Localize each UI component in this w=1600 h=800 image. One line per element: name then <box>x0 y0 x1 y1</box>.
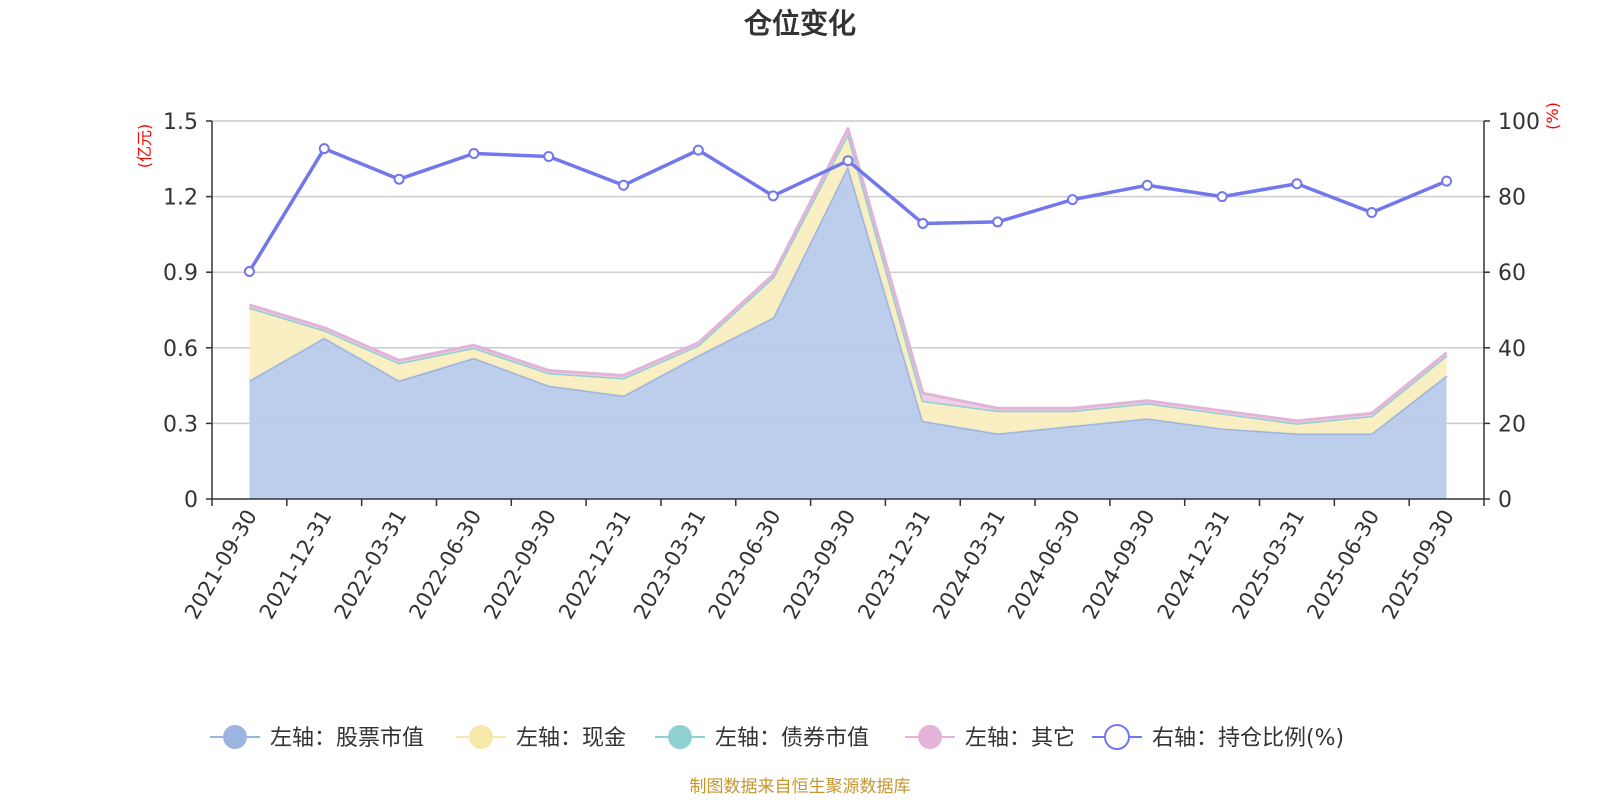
left-axis-unit: (亿元) <box>135 124 154 169</box>
x-tick-label: 2024-09-30 <box>1078 506 1160 624</box>
legend-item: 左轴：其它 <box>905 725 1075 751</box>
x-tick-label: 2025-09-30 <box>1377 506 1459 624</box>
x-tick-label: 2023-12-31 <box>853 506 935 624</box>
ratio-point <box>1216 191 1228 203</box>
ratio-point <box>842 155 854 167</box>
right-tick-label: 80 <box>1498 186 1526 211</box>
legend-label: 左轴：现金 <box>516 726 626 751</box>
right-tick-label: 100 <box>1498 110 1540 135</box>
x-tick-label: 2022-06-30 <box>404 506 486 624</box>
x-tick-label: 2021-09-30 <box>180 506 262 624</box>
legend-item: 左轴：股票市值 <box>210 725 424 751</box>
legend-label: 左轴：债券市值 <box>715 726 869 751</box>
right-tick-label: 0 <box>1498 488 1512 513</box>
ratio-point <box>1441 175 1453 187</box>
left-tick-label: 1.2 <box>163 186 198 211</box>
legend-marker <box>918 725 942 749</box>
legend-marker <box>223 725 247 749</box>
ratio-point <box>393 173 405 185</box>
legend-label: 右轴：持仓比例(%) <box>1152 726 1344 751</box>
legend-marker <box>668 725 692 749</box>
x-tick-label: 2022-12-31 <box>554 506 636 624</box>
legend-label: 左轴：股票市值 <box>270 726 424 751</box>
ratio-point <box>992 216 1004 228</box>
left-tick-label: 0 <box>184 488 198 513</box>
x-tick-label: 2024-12-31 <box>1153 506 1235 624</box>
right-tick-label: 60 <box>1498 261 1526 286</box>
stacked-areas <box>248 127 1448 500</box>
x-tick-label: 2025-06-30 <box>1302 506 1384 624</box>
legend: 左轴：股票市值 左轴：现金 左轴：债券市值 左轴：其它 右轴：持仓比例(%) <box>210 724 1344 751</box>
ratio-point <box>917 217 929 229</box>
x-tick-label: 2022-03-31 <box>330 506 412 624</box>
legend-item: 左轴：现金 <box>456 725 626 751</box>
ratio-point <box>767 190 779 202</box>
left-tick-label: 0.3 <box>163 412 198 437</box>
area-edge-4 <box>248 127 1448 423</box>
x-tick-label: 2023-06-30 <box>704 506 786 624</box>
x-tick-label: 2021-12-31 <box>255 506 337 624</box>
legend-label: 左轴：其它 <box>965 726 1075 751</box>
ratio-point <box>1366 206 1378 218</box>
ratio-point <box>543 151 555 163</box>
legend-marker <box>469 725 493 749</box>
ratio-point <box>1141 179 1153 191</box>
ratio-point <box>1291 178 1303 190</box>
chart-title: 仓位变化 <box>744 7 856 40</box>
legend-marker <box>1104 724 1130 750</box>
ratio-point <box>243 265 255 277</box>
area-1 <box>249 166 1447 500</box>
left-tick-label: 1.5 <box>163 110 198 135</box>
right-tick-label: 40 <box>1498 337 1526 362</box>
x-tick-label: 2025-03-31 <box>1227 506 1309 624</box>
ratio-point <box>1066 194 1078 206</box>
x-tick-label: 2023-03-31 <box>629 506 711 624</box>
ratio-point <box>318 143 330 155</box>
left-tick-label: 0.9 <box>163 261 198 286</box>
x-tick-label: 2024-06-30 <box>1003 506 1085 624</box>
x-tick-label: 2024-03-31 <box>928 506 1010 624</box>
ratio-point <box>692 144 704 156</box>
ratio-point <box>618 179 630 191</box>
legend-item: 左轴：债券市值 <box>655 725 869 751</box>
left-tick-label: 0.6 <box>163 337 198 362</box>
right-tick-label: 20 <box>1498 412 1526 437</box>
ratio-line-series <box>243 143 1453 277</box>
x-tick-label: 2022-09-30 <box>479 506 561 624</box>
x-tick-label: 2023-09-30 <box>779 506 861 624</box>
source-note: 制图数据来自恒生聚源数据库 <box>690 777 911 797</box>
ratio-point <box>468 148 480 160</box>
legend-item: 右轴：持仓比例(%) <box>1092 724 1344 751</box>
right-axis-unit: (%) <box>1543 102 1562 130</box>
